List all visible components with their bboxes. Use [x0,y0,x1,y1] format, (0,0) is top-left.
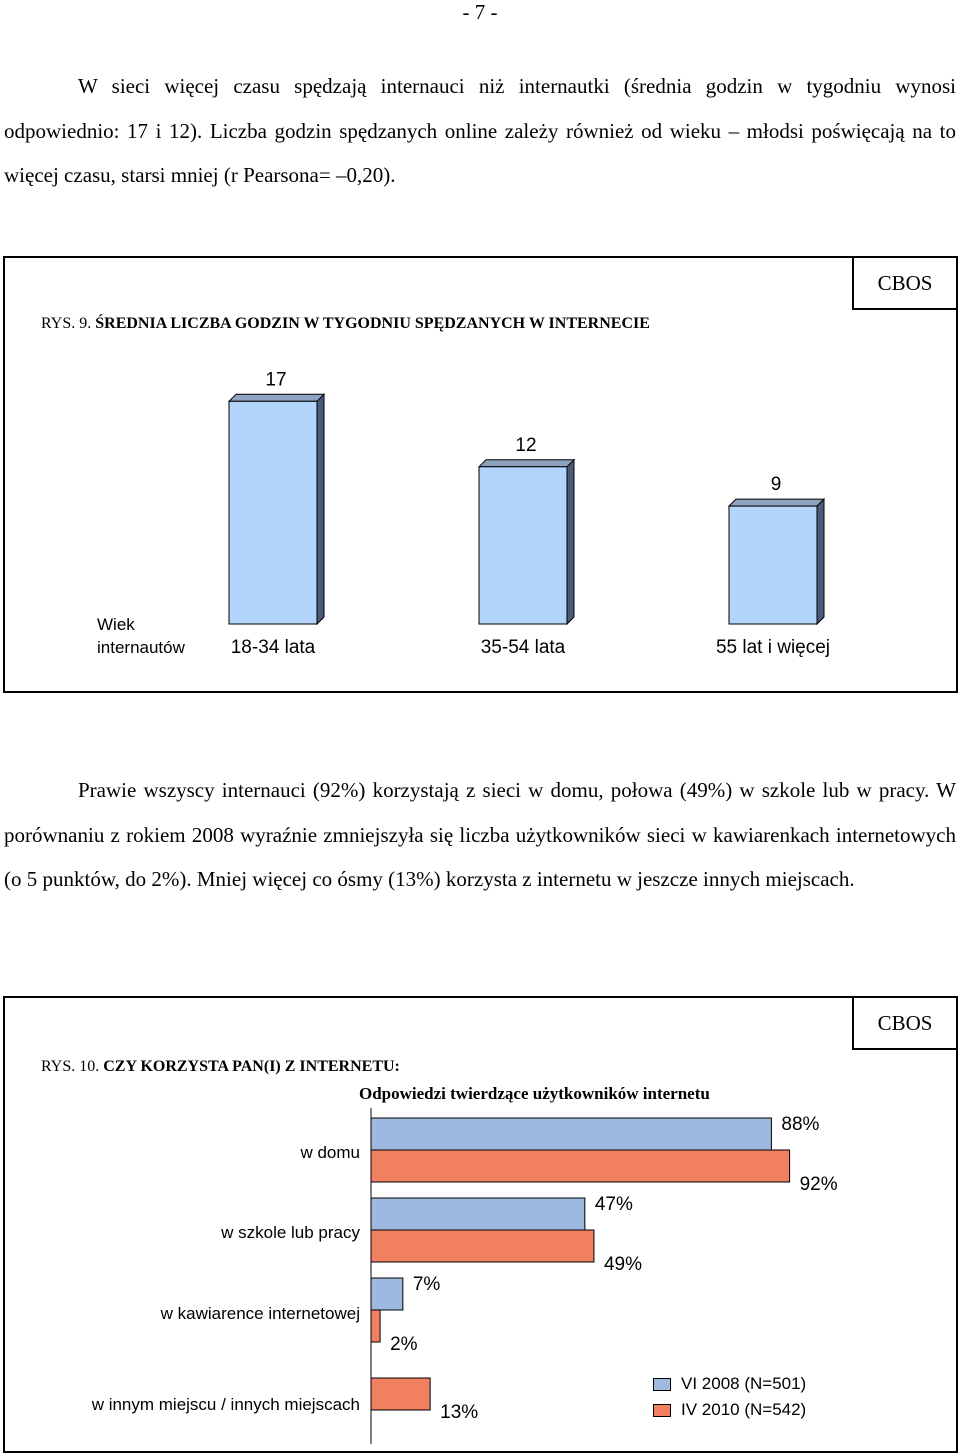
bar-top-2 [727,498,826,507]
figure-2-chart: w domu w szkole lub pracy w kawiarence int… [91,1108,838,1444]
bar-top-1 [477,459,576,468]
category-label-1: 35-54 lata [481,637,566,658]
bar-value-label-series-1-cat-3: 13% [440,1402,478,1423]
figure-2-title-number: RYS. 10. [41,1058,100,1075]
bar-top-0 [227,393,326,402]
category-label-3: w innym miejscu / innych miejscach [91,1395,360,1414]
legend-item-2010: IV 2010 (N=542) [653,1397,806,1423]
paragraph-1-text: W sieci więcej czasu spędzają internauci… [4,74,956,187]
bar-value-label-1: 12 [515,435,536,456]
bar-series-0-cat-0 [370,1117,772,1151]
figure-1-chart: Wiek internautów 17 18-34 lata 12 35-54 lata 9… [97,369,830,658]
bar-value-label-series-1-cat-0: 92% [800,1174,838,1195]
figure-2-source-badge: CBOS [852,996,958,1050]
bar-series-0-cat-1 [370,1197,586,1231]
legend-label-2008: VI 2008 (N=501) [681,1374,807,1393]
bar-1 [478,466,568,625]
paragraph-2-text: Prawie wszyscy internauci (92%) korzysta… [4,778,956,891]
bar-series-0-cat-2 [370,1277,404,1311]
figure-1: CBOS RYS. 9. ŚREDNIA LICZBA GODZIN W TYG… [3,256,958,693]
legend-label-2010: IV 2010 (N=542) [681,1400,807,1419]
figure-2: CBOS RYS. 10. CZY KORZYSTA PAN(I) Z INTE… [3,996,958,1453]
category-label-0: 18-34 lata [231,637,316,658]
figure-1-title: RYS. 9. ŚREDNIA LICZBA GODZIN W TYGODNIU… [41,315,650,333]
bar-value-label-2: 9 [771,474,782,495]
category-label-1: w szkole lub pracy [220,1223,360,1242]
bar-value-label-series-1-cat-2: 2% [390,1334,418,1355]
figure-2-legend: VI 2008 (N=501) IV 2010 (N=542) [653,1371,806,1423]
figure-1-source-badge: CBOS [852,256,958,310]
bar-series-1-cat-3 [370,1377,431,1411]
paragraph-2: Prawie wszyscy internauci (92%) korzysta… [4,768,956,902]
bar-0 [228,400,318,625]
figure-2-subtitle: Odpowiedzi twierdzące użytkowników inter… [359,1084,710,1103]
bar-series-1-cat-0 [370,1149,791,1183]
paragraph-1: W sieci więcej czasu spędzają internauci… [4,64,956,198]
bar-value-label-series-1-cat-1: 49% [604,1254,642,1275]
category-label-2: 55 lat i więcej [716,637,830,658]
bar-value-label-series-0-cat-0: 88% [781,1114,819,1135]
legend-item-2008: VI 2008 (N=501) [653,1371,806,1397]
legend-swatch-2008 [653,1377,671,1391]
bar-series-1-cat-2 [370,1309,381,1343]
axis-label-line-1: Wiek [97,615,135,634]
axis-label-line-2: internautów [97,638,186,657]
figure-1-title-text: ŚREDNIA LICZBA GODZIN W TYGODNIU SPĘDZAN… [95,315,650,332]
category-label-2: w kawiarence internetowej [160,1304,360,1323]
bar-value-label-series-0-cat-2: 7% [413,1274,441,1295]
bar-2 [728,505,818,625]
bar-side-0 [316,393,325,626]
bar-series-1-cat-1 [370,1229,595,1263]
figure-2-title: RYS. 10. CZY KORZYSTA PAN(I) Z INTERNETU… [41,1058,400,1076]
category-label-0: w domu [299,1143,360,1162]
bar-side-2 [816,497,825,626]
page-number: - 7 - [462,0,498,24]
bar-value-label-0: 17 [265,369,286,390]
figure-2-title-text: CZY KORZYSTA PAN(I) Z INTERNETU: [103,1058,400,1075]
legend-swatch-2010 [653,1403,671,1417]
bar-value-label-series-0-cat-1: 47% [595,1194,633,1215]
bar-side-1 [566,458,575,626]
figure-1-title-number: RYS. 9. [41,315,92,332]
